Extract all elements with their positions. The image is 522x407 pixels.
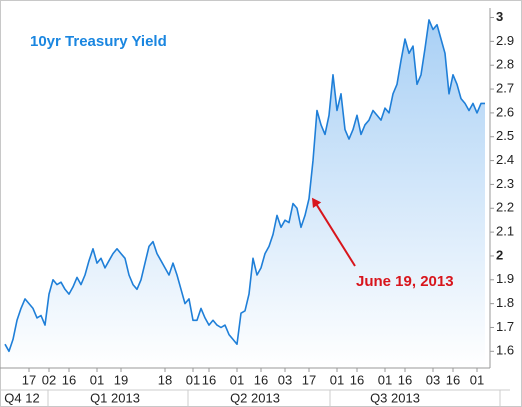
x-tick-label: 16 (202, 372, 216, 387)
y-tick-label: 2.2 (496, 200, 514, 215)
y-tick-label: 2.6 (496, 104, 514, 119)
y-tick-label: 2.5 (496, 128, 514, 143)
x-tick-label: 01 (90, 372, 104, 387)
quarter-label: Q4 12 (4, 390, 39, 405)
annotation-arrow (314, 202, 356, 267)
x-tick-label: 03 (426, 372, 440, 387)
y-tick-label: 1.7 (496, 319, 514, 334)
x-tick-label: 17 (22, 372, 36, 387)
x-tick-label: 19 (114, 372, 128, 387)
y-tick-label: 3 (496, 9, 503, 24)
x-tick-label: 18 (158, 372, 172, 387)
y-tick-label: 2.3 (496, 176, 514, 191)
plot (4, 19, 485, 369)
quarter-label: Q1 2013 (90, 390, 140, 405)
x-tick-label: 01 (186, 372, 200, 387)
x-tick-label: 16 (254, 372, 268, 387)
x-tick-label: 01 (470, 372, 484, 387)
area-fill (5, 19, 485, 369)
y-tick-label: 1.6 (496, 343, 514, 358)
quarter-label: Q3 2013 (370, 390, 420, 405)
quarter-label: Q2 2013 (230, 390, 280, 405)
x-tick-label: 03 (278, 372, 292, 387)
annotation-arrowhead (312, 197, 322, 208)
chart-title: 10yr Treasury Yield (30, 33, 167, 50)
y-tick-label: 1.8 (496, 295, 514, 310)
x-tick-label: 16 (446, 372, 460, 387)
y-tick-label: 1.9 (496, 271, 514, 286)
y-tick-label: 2 (496, 247, 503, 262)
x-tick-label: 01 (378, 372, 392, 387)
y-tick-label: 2.1 (496, 224, 514, 239)
x-tick-label: 02 (42, 372, 56, 387)
x-tick-label: 16 (398, 372, 412, 387)
annotation-text: June 19, 2013 (356, 273, 454, 290)
x-tick-label: 01 (230, 372, 244, 387)
y-tick-label: 2.7 (496, 80, 514, 95)
line (4, 19, 485, 353)
x-tick-label: 17 (302, 372, 316, 387)
x-tick-label: 01 (330, 372, 344, 387)
x-tick-label: 16 (350, 372, 364, 387)
y-tick-label: 2.8 (496, 57, 514, 72)
x-tick-label: 16 (62, 372, 76, 387)
y-tick-label: 2.4 (496, 152, 514, 167)
y-tick-label: 2.9 (496, 33, 514, 48)
